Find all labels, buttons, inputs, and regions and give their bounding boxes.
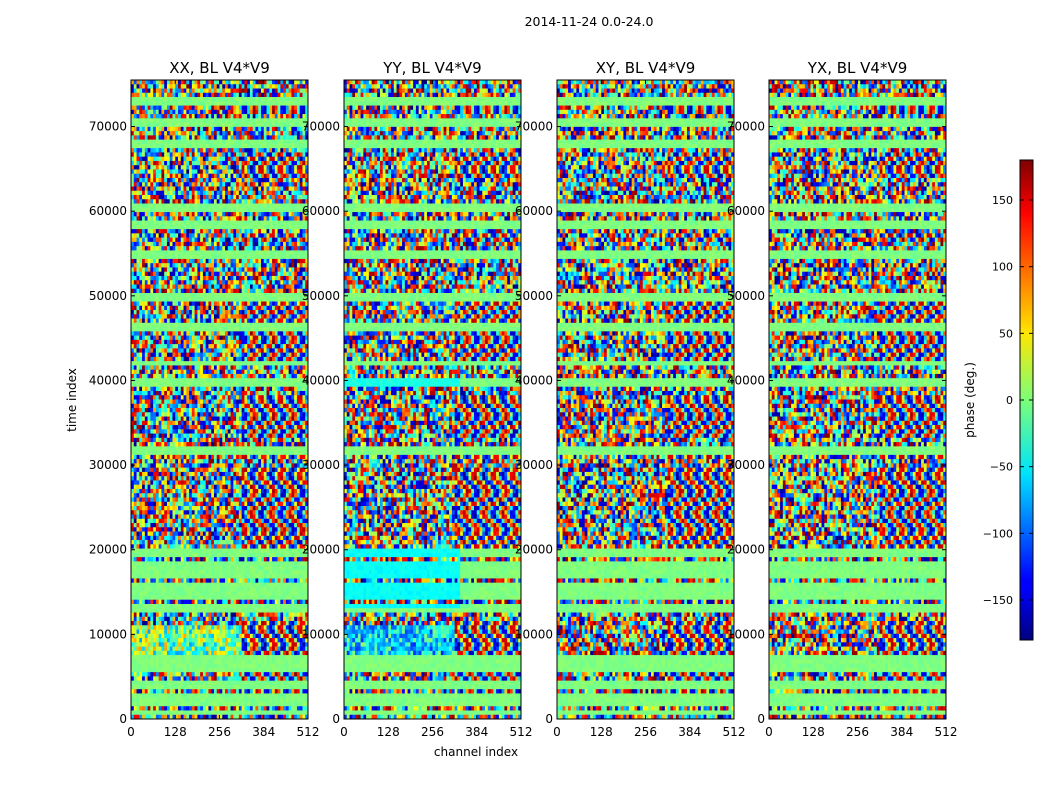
y-tick-label: 30000	[302, 458, 340, 472]
y-tick-label: 40000	[89, 373, 127, 387]
x-tick-label: 128	[590, 725, 613, 739]
colorbar-tick-label: 0	[1006, 394, 1013, 407]
y-tick-label: 70000	[727, 120, 765, 134]
y-tick-label: 70000	[302, 120, 340, 134]
y-tick-label: 60000	[302, 204, 340, 218]
y-tick-label: 60000	[89, 204, 127, 218]
y-tick-label: 60000	[727, 204, 765, 218]
x-tick-label: 512	[510, 725, 533, 739]
panel-1: XX, BL V4*V9 0 128 256 384 512 0 10000 20000 3000…	[89, 59, 320, 739]
panel-title: YX, BL V4*V9	[807, 59, 908, 77]
y-tick-label: 30000	[89, 458, 127, 472]
y-tick-label: 20000	[727, 543, 765, 557]
x-tick-label: 0	[553, 725, 561, 739]
colorbar-label: phase (deg.)	[963, 362, 977, 438]
x-tick-label: 256	[846, 725, 869, 739]
x-tick-label: 128	[802, 725, 825, 739]
y-tick-label: 0	[757, 712, 765, 726]
x-axis-label: channel index	[434, 745, 518, 759]
y-tick-label: 70000	[89, 120, 127, 134]
x-tick-label: 256	[634, 725, 657, 739]
x-tick-label: 256	[421, 725, 444, 739]
colorbar-tick-label: 50	[999, 327, 1013, 340]
y-tick-label: 40000	[515, 373, 553, 387]
x-tick-label: 384	[252, 725, 275, 739]
colorbar-tick-label: 100	[992, 261, 1013, 274]
x-tick-label: 0	[127, 725, 135, 739]
panel-title: XX, BL V4*V9	[169, 59, 270, 77]
panel-2: YY, BL V4*V9 0 128 256 384 512 0 10000 20000 3000…	[302, 59, 533, 739]
figure-suptitle: 2014-11-24 0.0-24.0	[525, 14, 654, 29]
x-tick-label: 0	[340, 725, 348, 739]
x-tick-label: 128	[377, 725, 400, 739]
y-tick-label: 20000	[515, 543, 553, 557]
x-tick-label: 0	[765, 725, 773, 739]
y-tick-label: 50000	[302, 289, 340, 303]
phase-heatmap	[344, 80, 521, 719]
colorbar: 150 100 50 0 −50 −100 −150 phase (deg.)	[963, 159, 1034, 641]
colorbar-ticks: 150 100 50 0 −50 −100 −150	[983, 194, 1033, 607]
panels: XX, BL V4*V9 0 128 256 384 512 0 10000 20000 3000…	[89, 59, 958, 739]
y-tick-label: 50000	[515, 289, 553, 303]
y-tick-label: 0	[332, 712, 340, 726]
y-tick-label: 40000	[727, 373, 765, 387]
panel-3: XY, BL V4*V9 0 128 256 384 512 0 10000 20000 3000…	[515, 59, 746, 739]
y-tick-label: 0	[119, 712, 127, 726]
y-tick-label: 30000	[515, 458, 553, 472]
y-tick-label: 60000	[515, 204, 553, 218]
x-tick-label: 512	[723, 725, 746, 739]
phase-heatmap	[769, 80, 946, 719]
panel-4: YX, BL V4*V9 0 128 256 384 512 0 10000 20000 3000…	[727, 59, 958, 739]
phase-heatmap	[557, 80, 734, 719]
y-tick-label: 40000	[302, 373, 340, 387]
colorbar-tick-label: −150	[983, 594, 1013, 607]
y-tick-label: 10000	[302, 627, 340, 641]
y-tick-label: 50000	[727, 289, 765, 303]
panel-title: YY, BL V4*V9	[382, 59, 481, 77]
x-tick-label: 256	[208, 725, 231, 739]
colorbar-tick-label: 150	[992, 194, 1013, 207]
panel-title: XY, BL V4*V9	[596, 59, 696, 77]
y-tick-label: 30000	[727, 458, 765, 472]
x-tick-label: 128	[164, 725, 187, 739]
x-tick-label: 384	[678, 725, 701, 739]
y-axis-label: time index	[65, 368, 79, 432]
y-tick-label: 0	[545, 712, 553, 726]
colorbar-tick-label: −50	[990, 461, 1013, 474]
y-tick-label: 20000	[89, 543, 127, 557]
x-tick-label: 384	[465, 725, 488, 739]
x-tick-label: 512	[935, 725, 958, 739]
y-tick-label: 70000	[515, 120, 553, 134]
colorbar-tick-label: −100	[983, 527, 1013, 540]
phase-heatmap	[131, 80, 308, 719]
y-tick-label: 20000	[302, 543, 340, 557]
y-tick-label: 10000	[727, 627, 765, 641]
y-tick-label: 50000	[89, 289, 127, 303]
x-tick-label: 384	[890, 725, 913, 739]
y-tick-label: 10000	[515, 627, 553, 641]
y-tick-label: 10000	[89, 627, 127, 641]
x-tick-label: 512	[297, 725, 320, 739]
